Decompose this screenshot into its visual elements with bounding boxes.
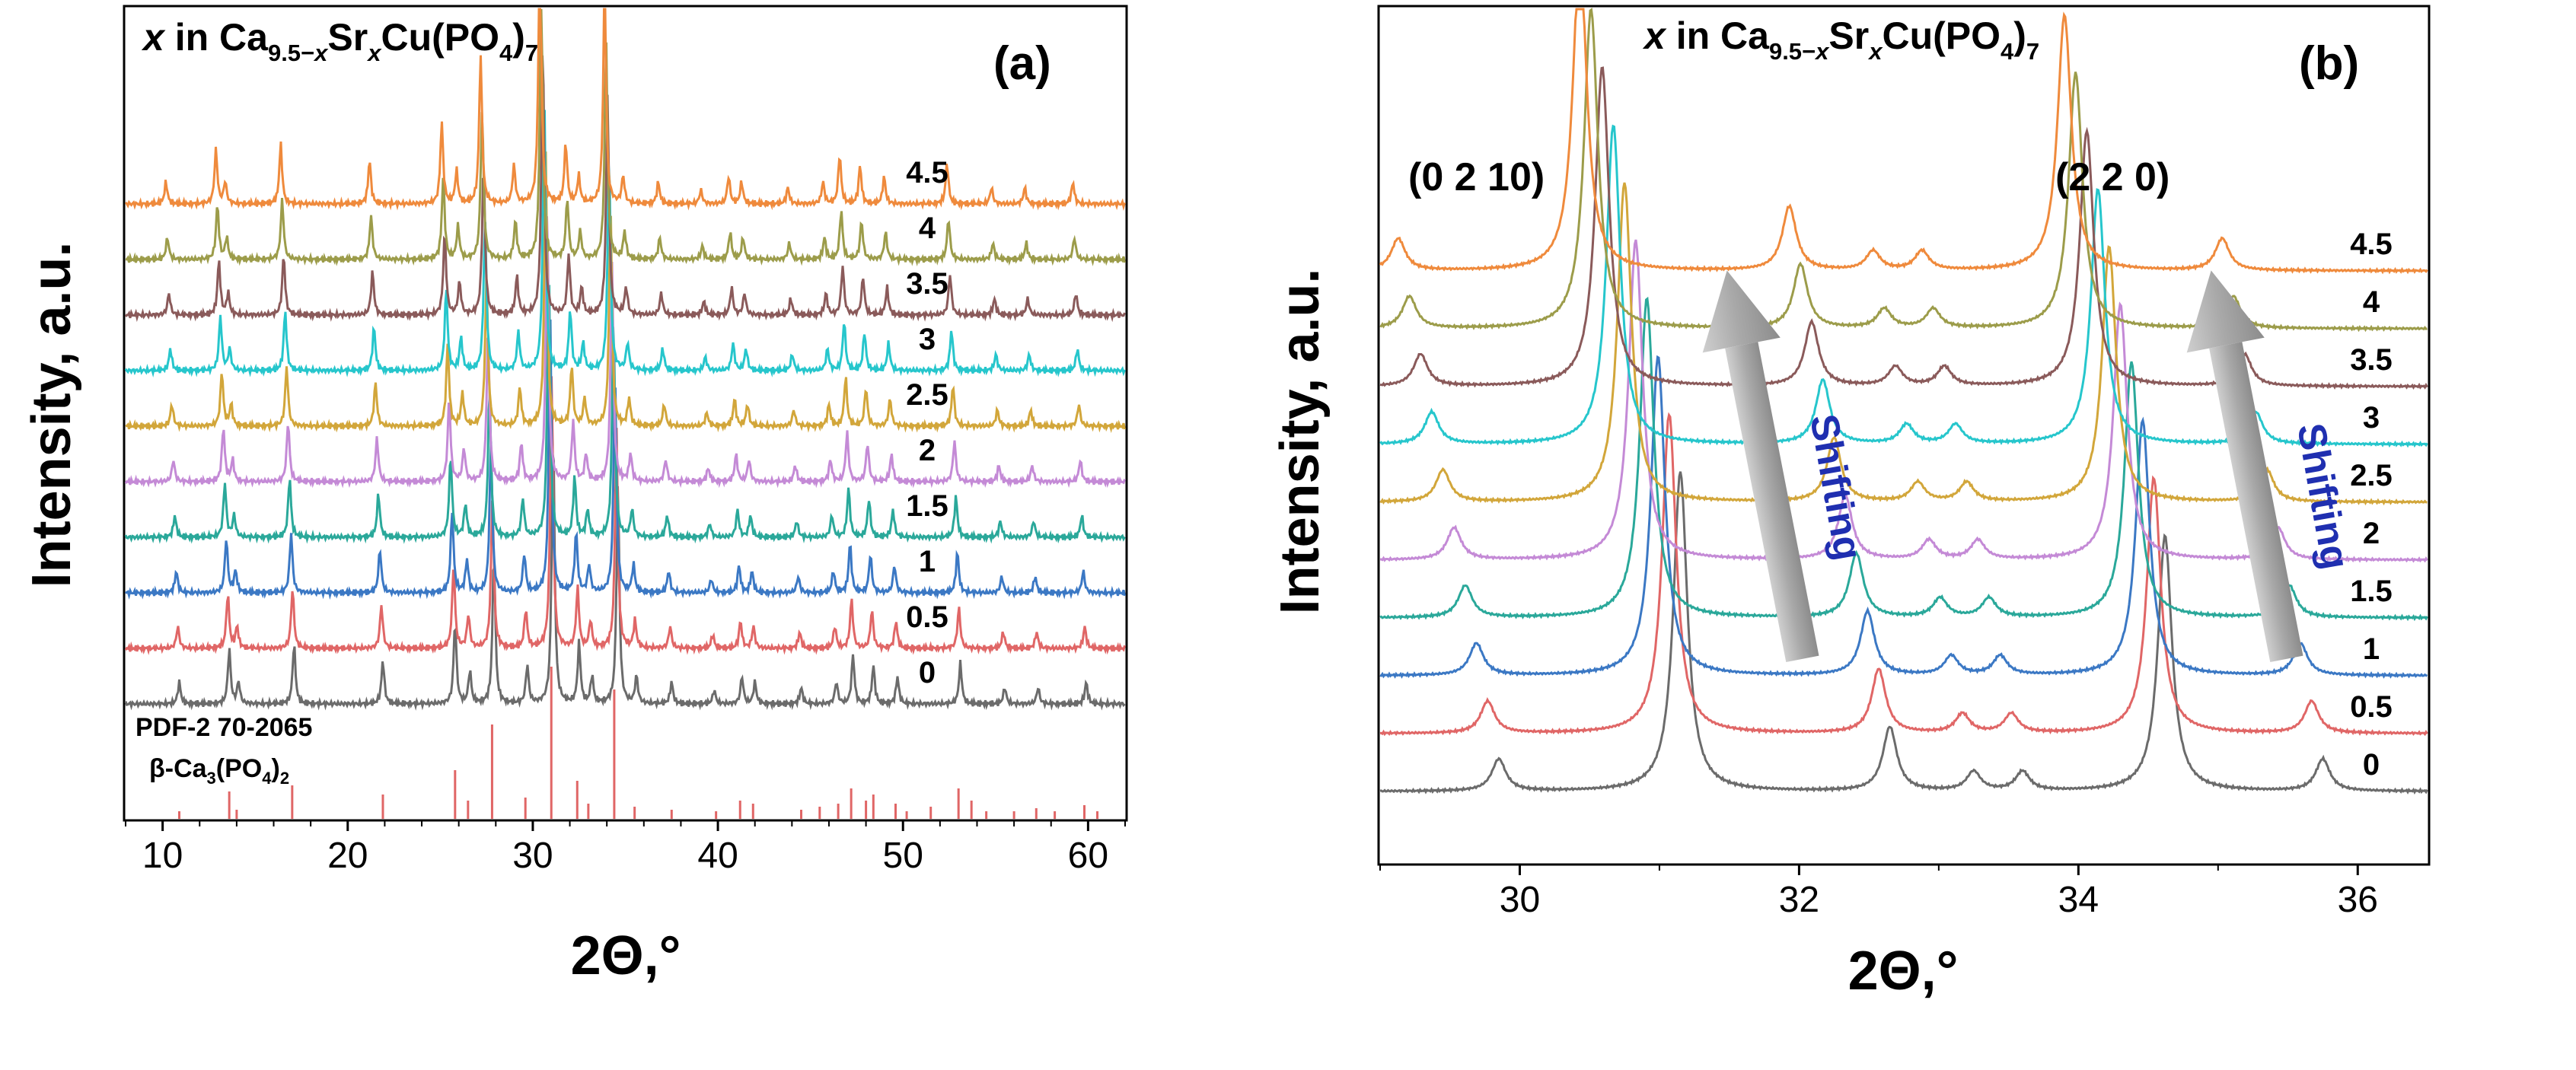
x-tick-label-10: 10	[142, 836, 183, 876]
shift-arrow-right	[2186, 270, 2303, 662]
series-label-3_5: 3.5	[906, 267, 948, 301]
trace-x-0_5	[124, 376, 1126, 655]
series-label-3: 3	[2363, 401, 2380, 435]
series-label-4: 4	[919, 212, 936, 245]
panel-b-traces	[1379, 7, 2428, 795]
series-label-0: 0	[919, 656, 936, 689]
series-label-3_5: 3.5	[2350, 343, 2393, 377]
panel-b-x-axis-label: 2Θ,°	[1848, 941, 1959, 1002]
miller-index-0-2-10: (0 2 10)	[1408, 155, 1545, 199]
series-label-4_5: 4.5	[906, 156, 948, 189]
x-tick-label-34: 34	[2058, 880, 2099, 920]
panel-a-x-axis: 10 20 30 40 50 60	[125, 820, 1126, 876]
trace-x-1	[1379, 355, 2428, 679]
trace-x-2_5	[1379, 182, 2428, 506]
trace-x-2_5	[125, 151, 1126, 434]
series-label-2_5: 2.5	[2350, 459, 2393, 492]
series-label-4_5: 4.5	[2350, 228, 2393, 261]
panel-a: 0 0.5 1 1.5 2 2.5 3 3.5 4 4.5 10 20 30 40 50 60 x in C…	[21, 5, 1128, 986]
x-tick-label-32: 32	[1779, 880, 1819, 920]
trace-x-3	[124, 110, 1126, 377]
series-label-2: 2	[919, 434, 936, 467]
series-label-1_5: 1.5	[2350, 575, 2393, 608]
series-label-2: 2	[2363, 517, 2380, 550]
trace-x-1	[124, 319, 1126, 600]
trace-x-3_5	[124, 55, 1126, 323]
panel-a-label: (a)	[993, 37, 1051, 90]
trace-x-4	[125, 8, 1126, 267]
panel-a-y-axis-label: Intensity, a.u.	[21, 242, 82, 588]
shifting-label-left: Shifting	[1801, 411, 1870, 564]
panel-b-x-axis: 30 32 34 36	[1379, 865, 2378, 920]
panel-b-title: x in Ca9.5−xSrxCu(PO4)7	[1642, 14, 2039, 65]
panel-a-x-axis-label: 2Θ,°	[571, 925, 681, 986]
panel-a-series-labels: 0 0.5 1 1.5 2 2.5 3 3.5 4 4.5	[906, 156, 948, 689]
x-tick-label-40: 40	[697, 836, 738, 876]
panel-b-y-axis-label: Intensity, a.u.	[1270, 269, 1331, 615]
panel-b-frame	[1377, 5, 2431, 866]
series-label-2_5: 2.5	[906, 378, 948, 412]
series-label-0_5: 0.5	[906, 600, 948, 634]
panel-a-reference-label-line2: β-Ca3(PO4)2	[149, 754, 289, 788]
shift-arrow-left	[1702, 270, 1819, 662]
x-tick-label-30: 30	[512, 836, 553, 876]
miller-index-2-2-0: (2 2 0)	[2055, 155, 2170, 199]
x-tick-label-60: 60	[1068, 836, 1108, 876]
panel-b-label: (b)	[2299, 37, 2359, 90]
x-tick-label-36: 36	[2338, 880, 2378, 920]
panel-a-title: x in Ca9.5−xSrxCu(PO4)7	[141, 16, 538, 66]
panel-a-reference-pattern	[178, 667, 1099, 819]
trace-x-1_5	[124, 285, 1126, 544]
series-label-0: 0	[2363, 748, 2380, 782]
series-label-1_5: 1.5	[906, 489, 948, 523]
trace-x-3_5	[1379, 66, 2428, 390]
trace-x-2	[124, 216, 1126, 489]
panel-b: 00.511.522.533.544.5 30 32 34 36 Shifting S…	[1270, 5, 2431, 1002]
trace-x-0	[124, 454, 1126, 711]
panel-a-reference-label-line1: PDF-2 70-2065	[135, 713, 312, 742]
panel-b-series-labels: 0 0.5 1 1.5 2 2.5 3 3.5 4 4.5	[2350, 228, 2393, 782]
x-tick-label-50: 50	[883, 836, 923, 876]
x-tick-label-20: 20	[327, 836, 368, 876]
series-label-1: 1	[2363, 632, 2380, 666]
x-tick-label-30: 30	[1500, 880, 1540, 920]
trace-x-4_5	[1379, 8, 2428, 275]
series-label-4: 4	[2363, 285, 2380, 319]
series-label-3: 3	[919, 323, 936, 356]
trace-x-0	[1379, 471, 2428, 795]
trace-x-0_5	[1379, 412, 2428, 737]
panel-a-frame	[123, 5, 1128, 822]
series-label-1: 1	[919, 545, 936, 578]
trace-x-1_5	[1379, 296, 2428, 622]
series-label-0_5: 0.5	[2350, 690, 2393, 724]
trace-x-4_5	[124, 8, 1126, 211]
panel-a-traces	[124, 8, 1126, 711]
